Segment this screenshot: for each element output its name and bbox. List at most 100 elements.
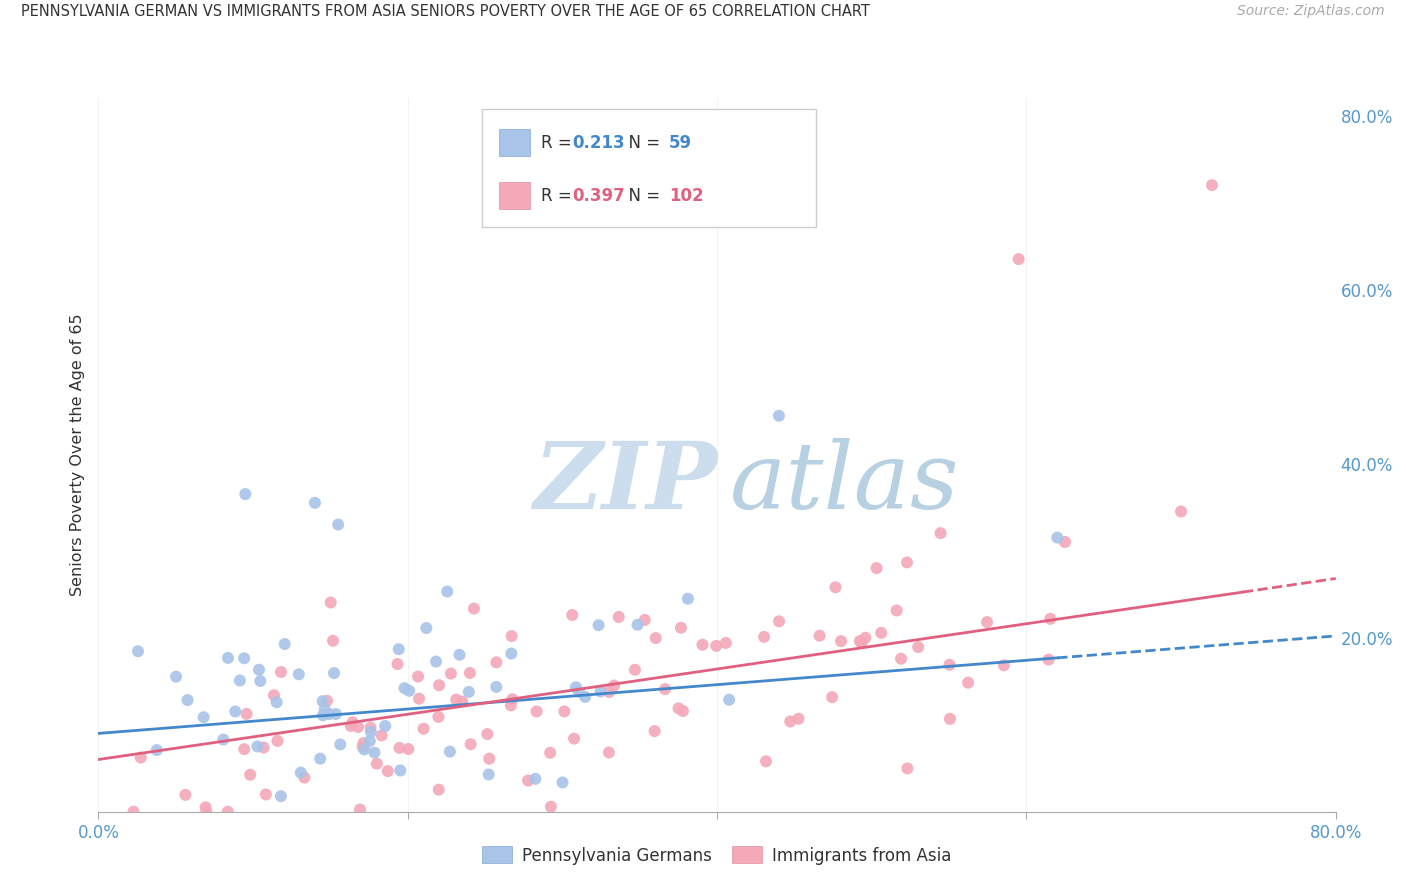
Point	[352, 736, 374, 750]
Point	[938, 657, 960, 672]
Point	[217, 805, 239, 819]
Point	[1039, 612, 1062, 626]
Point	[1046, 531, 1069, 545]
Point	[890, 652, 912, 666]
Text: 0.397: 0.397	[572, 186, 624, 204]
Point	[270, 665, 292, 679]
Point	[501, 629, 523, 643]
Point	[127, 644, 149, 658]
Point	[449, 648, 471, 662]
Point	[387, 657, 409, 671]
Point	[273, 637, 295, 651]
Point	[444, 692, 467, 706]
Point	[568, 684, 591, 698]
Point	[377, 764, 399, 778]
Point	[1170, 504, 1192, 518]
Point	[254, 788, 277, 802]
Point	[122, 805, 145, 819]
Point	[406, 669, 429, 683]
Point	[672, 704, 695, 718]
Point	[374, 719, 396, 733]
Point	[129, 750, 152, 764]
Text: 59: 59	[669, 134, 692, 152]
Point	[329, 738, 352, 752]
Point	[485, 680, 508, 694]
Point	[808, 629, 831, 643]
Point	[603, 679, 626, 693]
Point	[322, 633, 344, 648]
Point	[589, 684, 612, 698]
Point	[957, 675, 980, 690]
Point	[359, 734, 381, 748]
Text: N =: N =	[619, 186, 665, 204]
Text: R =: R =	[541, 134, 576, 152]
Point	[366, 756, 388, 771]
Point	[319, 595, 342, 609]
Text: ZIP: ZIP	[533, 439, 717, 528]
Point	[342, 715, 364, 730]
Point	[870, 626, 893, 640]
Point	[501, 692, 523, 706]
Point	[270, 789, 292, 804]
Point	[339, 719, 361, 733]
Point	[779, 714, 801, 729]
Point	[588, 618, 610, 632]
Point	[1054, 535, 1077, 549]
Point	[551, 775, 574, 789]
Point	[626, 617, 648, 632]
Y-axis label: Seniors Poverty Over the Age of 65: Seniors Poverty Over the Age of 65	[69, 314, 84, 596]
Point	[363, 746, 385, 760]
Point	[408, 691, 430, 706]
Point	[389, 764, 412, 778]
Point	[415, 621, 437, 635]
Point	[714, 636, 737, 650]
Text: Source: ZipAtlas.com: Source: ZipAtlas.com	[1237, 4, 1385, 19]
Point	[235, 706, 257, 721]
Point	[323, 666, 346, 681]
Point	[624, 663, 647, 677]
Point	[896, 761, 918, 775]
Point	[311, 694, 333, 708]
Text: PENNSYLVANIA GERMAN VS IMMIGRANTS FROM ASIA SENIORS POVERTY OVER THE AGE OF 65 C: PENNSYLVANIA GERMAN VS IMMIGRANTS FROM A…	[21, 4, 870, 20]
Point	[394, 681, 416, 695]
Point	[263, 689, 285, 703]
Point	[634, 613, 657, 627]
Point	[669, 621, 692, 635]
Point	[457, 685, 479, 699]
Point	[598, 685, 620, 699]
Point	[718, 692, 741, 706]
Point	[249, 673, 271, 688]
Point	[388, 740, 411, 755]
Point	[553, 704, 575, 718]
Point	[824, 580, 846, 594]
Point	[412, 722, 434, 736]
Point	[524, 772, 547, 786]
Point	[929, 526, 952, 541]
Point	[865, 561, 887, 575]
Point	[896, 556, 918, 570]
Point	[538, 746, 561, 760]
Point	[451, 695, 474, 709]
Point	[326, 517, 350, 532]
Point	[253, 740, 276, 755]
Point	[654, 682, 676, 697]
Point	[288, 667, 311, 681]
Point	[607, 610, 630, 624]
Point	[907, 640, 929, 654]
Point	[314, 702, 336, 716]
Point	[855, 631, 877, 645]
Point	[349, 803, 371, 817]
Point	[165, 670, 187, 684]
Point	[849, 634, 872, 648]
Text: R =: R =	[541, 186, 576, 204]
Point	[309, 752, 332, 766]
Point	[229, 673, 252, 688]
Point	[325, 706, 347, 721]
Point	[304, 496, 326, 510]
Point	[540, 799, 562, 814]
Point	[292, 771, 315, 785]
Point	[478, 767, 501, 781]
Point	[360, 721, 382, 735]
Point	[517, 773, 540, 788]
Point	[574, 690, 596, 704]
